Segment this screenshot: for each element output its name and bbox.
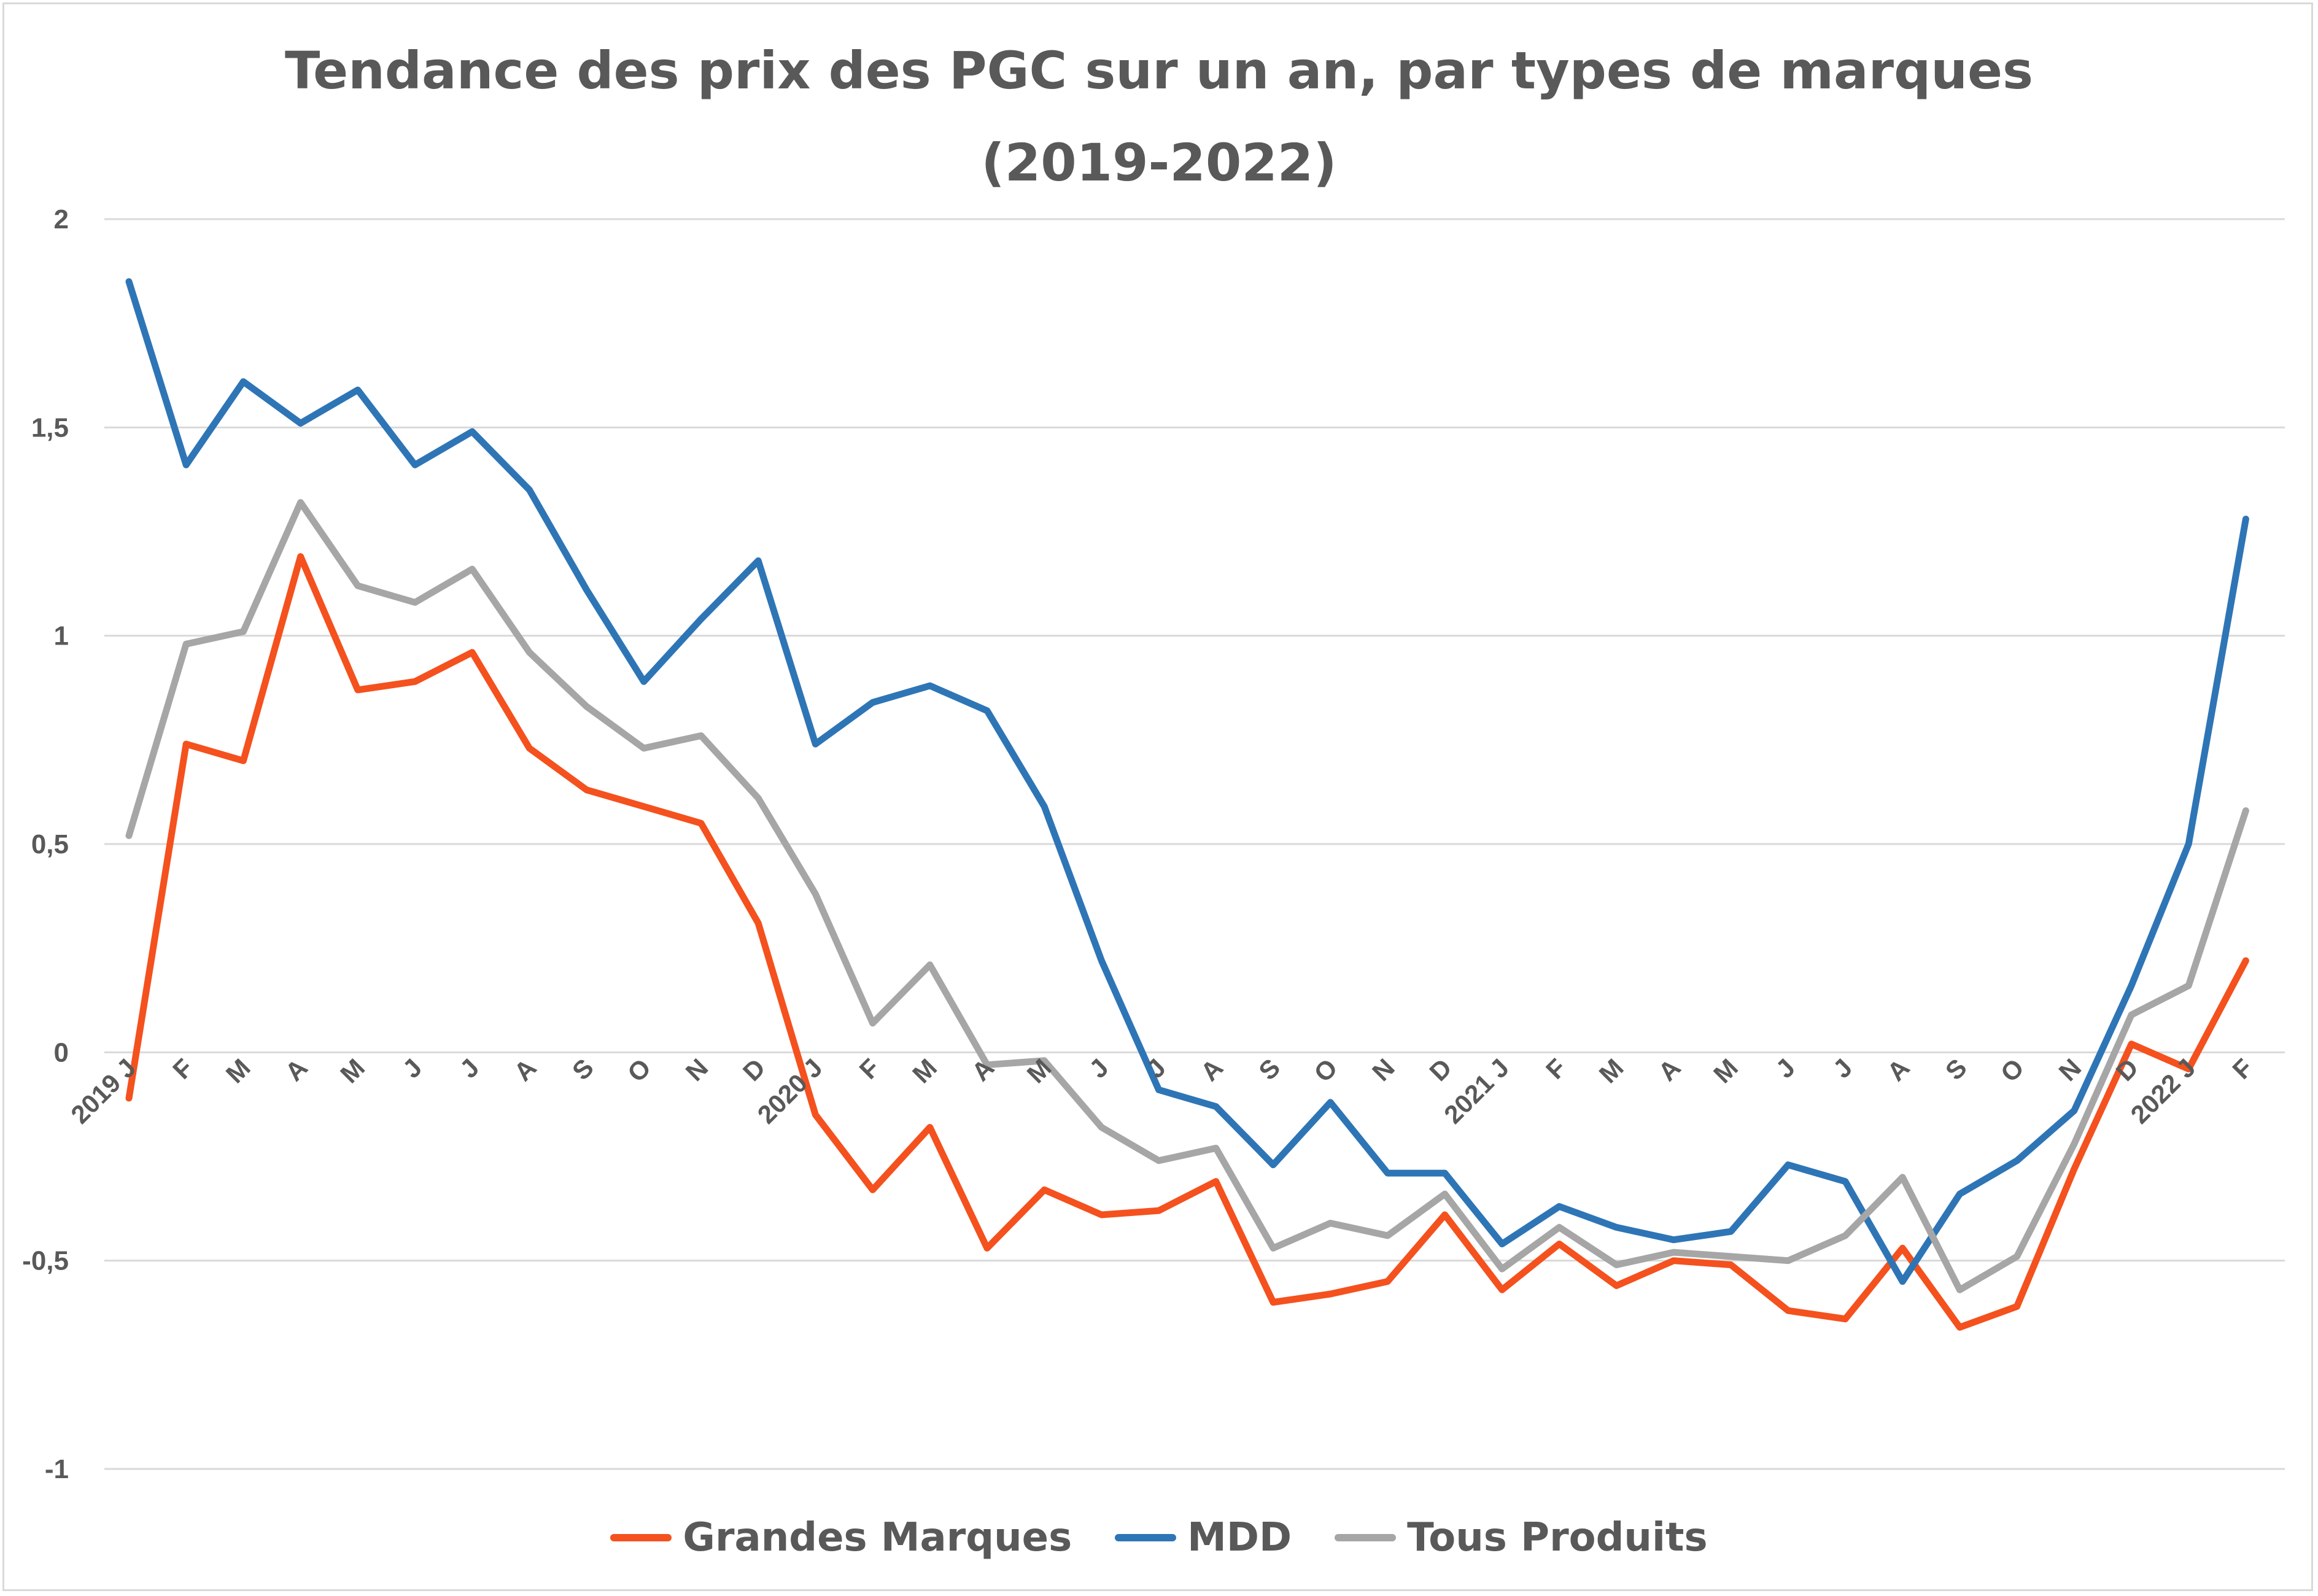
series-line-mdd: [125, 278, 2249, 1285]
legend-swatch-tous-produits: [1335, 1534, 1397, 1541]
series-line-grandes-marques: [125, 553, 2249, 1331]
x-tick-label: O: [622, 1053, 656, 1087]
legend-swatch-grandes-marques: [610, 1534, 672, 1541]
y-tick-label: 1,5: [31, 413, 69, 443]
x-tick-label: J: [1828, 1053, 1858, 1083]
x-tick-label: M: [1708, 1053, 1743, 1088]
chart-title-line-2: (2019-2022): [981, 133, 1337, 193]
legend: Grandes Marques MDD Tous Produits: [0, 1510, 2318, 1565]
x-tick-label: D: [1424, 1053, 1457, 1087]
gridlines: [104, 218, 2285, 1470]
y-tick-label: 0,5: [31, 829, 69, 859]
x-tick-label: D: [737, 1053, 771, 1087]
series-lines: [125, 278, 2249, 1331]
x-tick-label: A: [279, 1053, 313, 1087]
x-tick-label: A: [966, 1053, 1000, 1087]
y-tick-label: 1: [54, 621, 69, 651]
x-tick-label: A: [508, 1053, 542, 1087]
x-tick-label: J: [1083, 1053, 1114, 1083]
y-tick-label: 0: [54, 1037, 69, 1067]
y-tick-label: 2: [54, 204, 69, 234]
x-tick-label: M: [1594, 1053, 1629, 1088]
y-tick-label: -1: [45, 1454, 69, 1484]
x-tick-label: F: [2227, 1053, 2258, 1084]
legend-item-tous-produits: Tous Produits: [1335, 1515, 1708, 1560]
legend-item-grandes-marques: Grandes Marques: [610, 1515, 1072, 1560]
legend-label-tous-produits: Tous Produits: [1407, 1515, 1708, 1560]
x-tick-label: N: [1366, 1053, 1400, 1087]
x-tick-label: M: [335, 1053, 370, 1088]
x-tick-label: F: [854, 1053, 885, 1084]
chart-title-line-1: Tendance des prix des PGC sur un an, par…: [285, 41, 2033, 101]
x-tick-label: F: [1540, 1053, 1572, 1084]
legend-label-grandes-marques: Grandes Marques: [683, 1515, 1072, 1560]
x-tick-label: M: [220, 1053, 256, 1088]
chart-title: Tendance des prix des PGC sur un an, par…: [0, 25, 2318, 209]
x-tick-label: A: [1882, 1053, 1915, 1087]
y-axis-tick-labels: -1 -0,5 0 0,5 1 1,5 2: [22, 204, 69, 1484]
legend-label-mdd: MDD: [1187, 1515, 1292, 1560]
x-tick-label: M: [907, 1053, 942, 1088]
legend-item-mdd: MDD: [1115, 1515, 1292, 1560]
x-tick-label: N: [680, 1053, 714, 1087]
x-tick-label: M: [1021, 1053, 1057, 1088]
x-tick-label: 2021 J: [1438, 1053, 1514, 1129]
x-tick-label: S: [1253, 1053, 1285, 1085]
x-tick-label: A: [1653, 1053, 1686, 1087]
x-tick-label: S: [567, 1053, 599, 1085]
x-tick-label: A: [1195, 1053, 1228, 1087]
x-tick-label: O: [1308, 1053, 1343, 1087]
x-tick-label: N: [2053, 1053, 2087, 1087]
x-tick-label: J: [454, 1053, 485, 1083]
x-tick-label: J: [1770, 1053, 1801, 1083]
x-tick-label: S: [1940, 1053, 1972, 1085]
x-tick-label: F: [167, 1053, 198, 1084]
x-tick-label: O: [1995, 1053, 2029, 1087]
x-tick-label: J: [397, 1053, 428, 1083]
y-tick-label: -0,5: [22, 1246, 69, 1276]
x-tick-label: 2022 J: [2125, 1053, 2201, 1129]
legend-swatch-mdd: [1115, 1534, 1177, 1541]
series-line-tous-produits: [125, 499, 2249, 1293]
